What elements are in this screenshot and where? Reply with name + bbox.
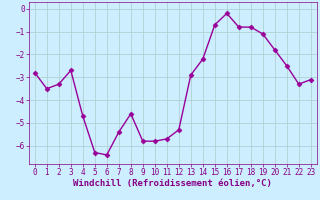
X-axis label: Windchill (Refroidissement éolien,°C): Windchill (Refroidissement éolien,°C)	[73, 179, 272, 188]
